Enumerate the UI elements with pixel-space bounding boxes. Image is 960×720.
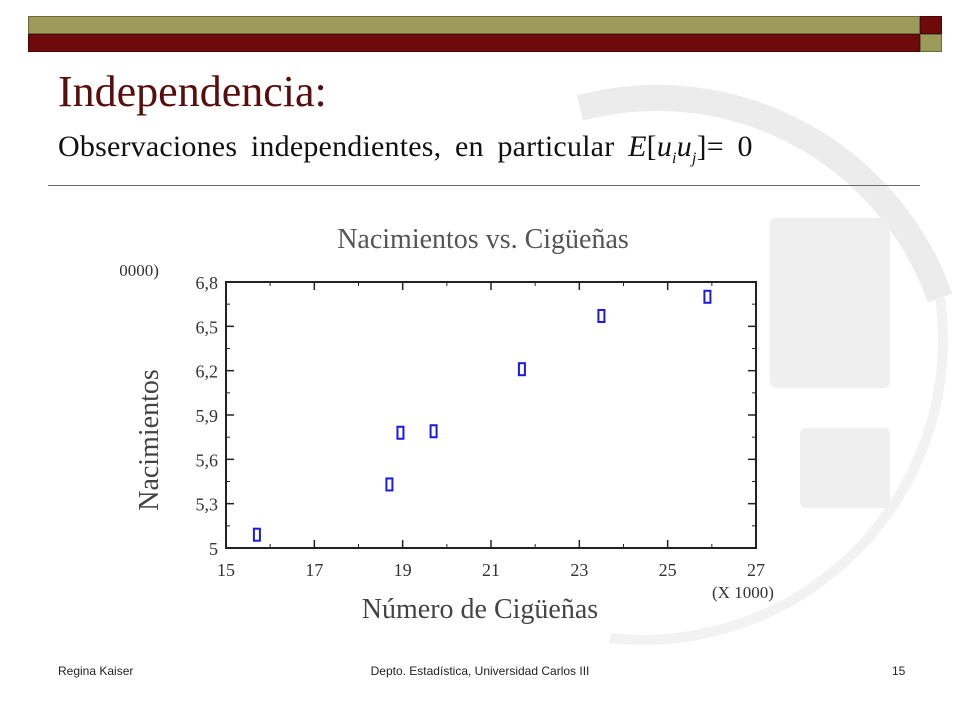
x-tick-label: 19 — [394, 560, 412, 580]
slide-title: Independencia: — [58, 67, 327, 116]
x-tick-label: 23 — [570, 560, 588, 580]
corner-square-olive — [920, 34, 942, 52]
university-seal-watermark — [576, 84, 953, 645]
scatter-point — [385, 477, 394, 492]
y-multiplier-label: (X 100000) — [120, 261, 159, 280]
scatter-point — [597, 308, 606, 323]
footer-author: Regina Kaiser — [58, 664, 134, 678]
y-axis-label: Nacimientos — [134, 369, 165, 511]
y-axis-ticks: 5 5,3 5,6 5,9 6,2 6,5 6,8 — [196, 273, 756, 559]
x-axis-ticks: 15 17 19 21 23 25 27 — [217, 282, 765, 580]
corner-decorative-squares — [920, 16, 942, 52]
scatter-point — [252, 527, 261, 542]
formula-expectation: E — [628, 130, 647, 163]
scatter-chart: Nacimientos vs. Cigüeñas (X 100000) (X 1… — [120, 224, 774, 625]
formula-u-i: u — [656, 130, 673, 163]
formula-subscript-i: i — [672, 150, 677, 167]
formula-open-bracket: [ — [646, 130, 657, 163]
scatter-point — [396, 425, 405, 440]
x-multiplier-label: (X 1000) — [712, 583, 774, 602]
y-tick-label: 5,9 — [196, 406, 219, 426]
data-points — [252, 289, 712, 542]
x-tick-label: 15 — [217, 560, 235, 580]
x-tick-label: 21 — [482, 560, 500, 580]
y-tick-label: 6,2 — [196, 362, 219, 382]
y-tick-label: 5,3 — [196, 495, 219, 515]
slide-subtitle: Observaciones independientes, en particu… — [58, 132, 753, 167]
footer-page-number: 15 — [892, 664, 906, 678]
top-decorative-bar — [28, 16, 920, 52]
subtitle-text: Observaciones independientes, en particu… — [58, 130, 615, 163]
title-divider — [48, 185, 920, 186]
plot-area-frame — [225, 281, 757, 549]
scatter-point — [703, 289, 712, 304]
chart-title: Nacimientos vs. Cigüeñas — [337, 224, 629, 255]
y-tick-label: 5 — [209, 539, 218, 559]
x-tick-label: 25 — [659, 560, 677, 580]
y-tick-label: 6,5 — [196, 317, 219, 337]
x-tick-label: 17 — [305, 560, 323, 580]
footer-department: Depto. Estadística, Universidad Carlos I… — [370, 664, 590, 678]
scatter-point — [517, 362, 526, 377]
formula-close: ]= 0 — [696, 130, 753, 163]
x-tick-label: 27 — [747, 560, 765, 580]
scatter-point — [429, 424, 438, 439]
x-axis-label: Número de Cigüeñas — [362, 594, 598, 625]
y-tick-label: 6,8 — [196, 273, 219, 293]
top-bar-maroon-stripe — [28, 34, 920, 52]
subtitle-formula: E[uiuj]= 0 — [628, 130, 753, 167]
top-bar-olive-stripe — [28, 16, 920, 34]
corner-square-maroon — [920, 16, 942, 34]
formula-subscript-j: j — [691, 150, 697, 167]
y-tick-label: 5,6 — [196, 450, 219, 470]
formula-u-j: u — [676, 130, 692, 163]
